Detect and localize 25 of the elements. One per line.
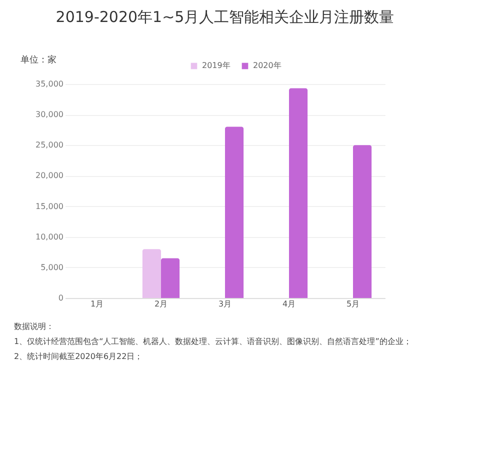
- x-tick-label: 3月: [218, 300, 232, 308]
- y-tick-label: 0: [58, 294, 64, 302]
- text: 1、仅统计经营范围包含“人工智能、机器人、数据处理、云计算、语音识别、图像识别、自然语言处理”的企业；: [14, 336, 412, 348]
- x-tick-label: 2月: [154, 300, 168, 308]
- bar: [142, 249, 161, 298]
- bar: [225, 126, 244, 298]
- chart-title: 2019-2020年1~5月人工智能相关企业月注册数量: [56, 8, 394, 26]
- legend-label: 2019年: [202, 61, 230, 70]
- x-tick-label: 5月: [346, 300, 360, 308]
- y-tick-label: 15,000: [36, 202, 64, 211]
- y-tick-label: 20,000: [36, 171, 64, 180]
- x-tick-label: 1月: [90, 300, 104, 308]
- x-tick-label: 4月: [282, 300, 296, 308]
- y-tick-label: 30,000: [36, 110, 64, 120]
- y-tick-label: 5,000: [40, 262, 64, 272]
- y-tick-label: 35,000: [36, 80, 64, 88]
- text: 数据说明：: [14, 321, 55, 333]
- bar: [353, 145, 372, 298]
- y-tick-label: 25,000: [36, 140, 64, 150]
- bar: [161, 258, 180, 298]
- legend-label: 2020年: [253, 61, 282, 70]
- y-tick-label: 10,000: [36, 232, 64, 242]
- bar: [289, 88, 308, 298]
- y-axis-title: 单位：家: [20, 54, 56, 66]
- text: 2、统计时间截至2020年6月22日；: [14, 351, 144, 363]
